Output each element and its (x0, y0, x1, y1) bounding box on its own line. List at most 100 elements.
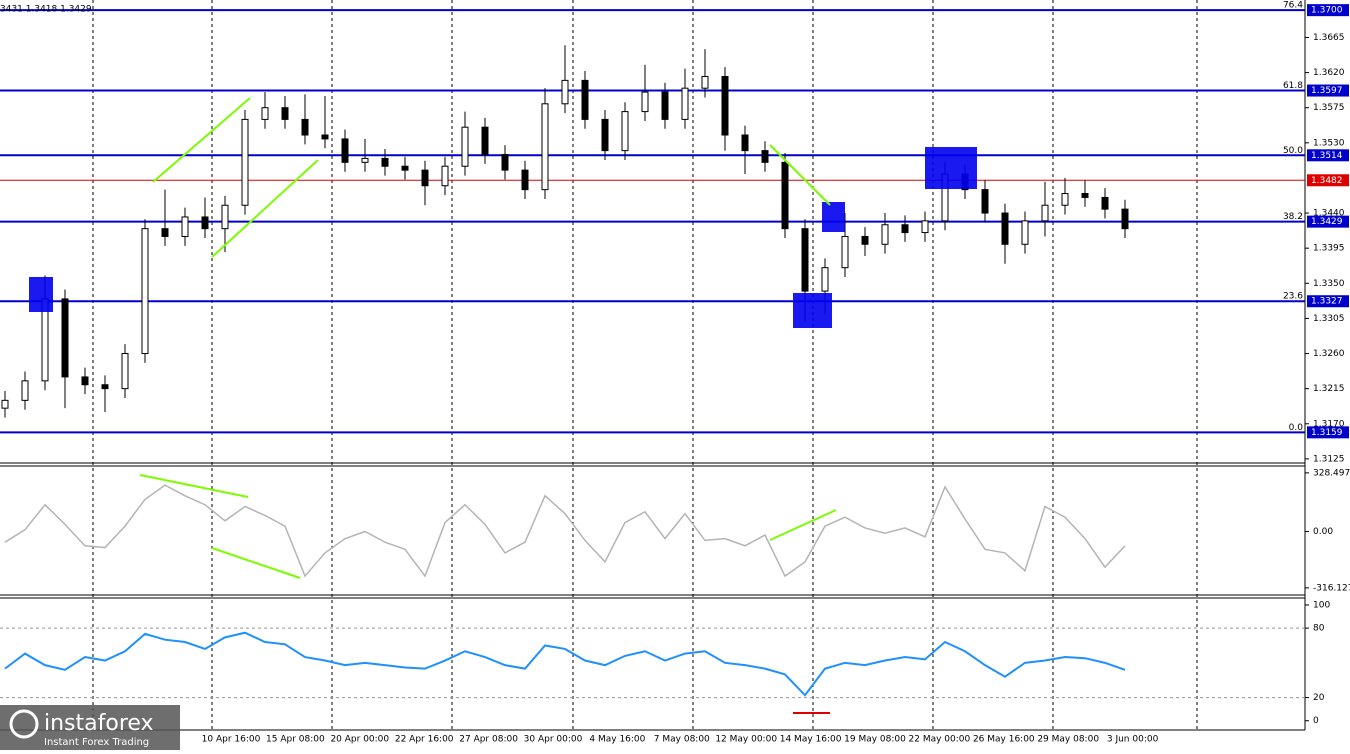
y-tick-label: 1.3440 (1313, 209, 1345, 219)
x-tick-label: 22 May 00:00 (909, 735, 971, 745)
candle-body (921, 220, 929, 234)
candle-body (761, 150, 769, 163)
zone-box (29, 277, 53, 312)
x-tick-label: 19 May 08:00 (844, 735, 906, 745)
price-label-box (1307, 174, 1349, 187)
candle-body (381, 157, 389, 167)
fibo-level-name: 50.0 (1283, 146, 1303, 156)
zone-box (793, 293, 832, 328)
candle-body (741, 134, 749, 152)
candle-body (841, 235, 849, 269)
candle-body (321, 134, 329, 140)
candle-body (341, 138, 349, 163)
candle-body (601, 118, 609, 152)
candle-body (541, 103, 549, 191)
candle-body (1061, 193, 1069, 206)
y-tick-label: 328.4976 (1313, 468, 1350, 478)
logo-icon (9, 709, 39, 739)
candle-body (721, 75, 729, 136)
candle-body (621, 111, 629, 152)
y-tick-label: 1.3305 (1313, 314, 1345, 324)
x-tick-label: 29 May 08:00 (1037, 735, 1099, 745)
annotations (29, 97, 977, 714)
indicator-line (4, 484, 1126, 578)
zone-box (925, 147, 977, 189)
x-tick-label: 15 Apr 08:00 (266, 735, 325, 745)
vertical-grid (92, 0, 1198, 730)
price-label-box (1307, 215, 1349, 228)
logo-name: instaforex (44, 711, 154, 736)
y-tick-label: 1.3395 (1313, 244, 1345, 254)
candle-body (1021, 220, 1029, 245)
x-tick-label: 26 May 16:00 (973, 735, 1035, 745)
price-label-box (1307, 84, 1349, 97)
candle-body (701, 75, 709, 89)
candle-body (401, 165, 409, 171)
candle-body (181, 216, 189, 237)
x-tick-label: 4 May 16:00 (589, 735, 645, 745)
price-label-box (1307, 149, 1349, 162)
ohlc-header: 3431 1.3418 1.3429 (0, 5, 92, 15)
candle-body (1081, 193, 1089, 198)
divergence-line (769, 509, 837, 541)
price-label-box (1307, 4, 1349, 17)
candle-body (281, 107, 289, 120)
price-label: 1.3597 (1311, 86, 1343, 96)
fibo-level-name: 76.4 (1283, 1, 1303, 11)
candle-body (1041, 204, 1049, 222)
price-label: 1.3482 (1311, 176, 1343, 186)
y-tick-label: 1.3530 (1313, 138, 1345, 148)
price-label: 1.3327 (1311, 297, 1343, 307)
x-tick-label: 22 Apr 16:00 (395, 735, 454, 745)
fibo-level-name: 38.2 (1283, 212, 1303, 222)
candle-body (661, 91, 669, 120)
x-tick-label: 14 May 16:00 (780, 735, 842, 745)
y-tick-label: 1.3170 (1313, 419, 1345, 429)
candle-body (581, 79, 589, 120)
logo-tagline: Instant Forex Trading (44, 737, 149, 748)
trend-line (211, 159, 319, 258)
price-label: 1.3514 (1311, 151, 1343, 161)
x-tick-label: 7 May 08:00 (654, 735, 710, 745)
candle-body (1121, 208, 1129, 230)
y-tick-label: -316.127 (1313, 583, 1350, 593)
candle-body (201, 216, 209, 230)
candle-body (861, 235, 869, 245)
candle-body (901, 224, 909, 234)
candle-body (481, 126, 489, 156)
y-tick-label: 0.00 (1313, 527, 1333, 537)
indicator-line (4, 631, 1126, 697)
y-tick-label: 100 (1313, 600, 1330, 610)
fibo-level-name: 23.6 (1283, 292, 1303, 302)
candle-body (101, 384, 109, 390)
divergence-line (139, 474, 249, 498)
candle-body (641, 91, 649, 113)
price-label: 1.3159 (1311, 428, 1343, 438)
candle-body (301, 118, 309, 136)
x-tick-label: 30 Apr 00:00 (524, 735, 583, 745)
candle-body (781, 161, 789, 230)
trend-line (769, 144, 831, 206)
x-tick-label: 10 Apr 16:00 (202, 735, 261, 745)
x-tick-label: 27 Apr 08:00 (459, 735, 518, 745)
candle-body (881, 224, 889, 245)
price-label-box (1307, 295, 1349, 308)
trend-line (152, 97, 251, 183)
y-tick-label: 1.3350 (1313, 279, 1345, 289)
candle-body (1001, 212, 1009, 245)
candle-body (1101, 196, 1109, 210)
x-tick-label: 20 Apr 00:00 (330, 735, 389, 745)
price-label: 1.3700 (1311, 6, 1343, 16)
logo: instaforex Instant Forex Trading (0, 705, 180, 750)
fibo-level-name: 61.8 (1283, 81, 1303, 91)
candle-body (261, 107, 269, 120)
candle-body (241, 118, 249, 206)
y-tick-label: 1.3575 (1313, 103, 1345, 113)
y-tick-label: 1.3620 (1313, 68, 1345, 78)
y-tick-label: 1.3665 (1313, 33, 1345, 43)
candle-body (561, 79, 569, 105)
candle-body (61, 298, 69, 378)
fibo-level-name: 0.0 (1289, 423, 1304, 433)
